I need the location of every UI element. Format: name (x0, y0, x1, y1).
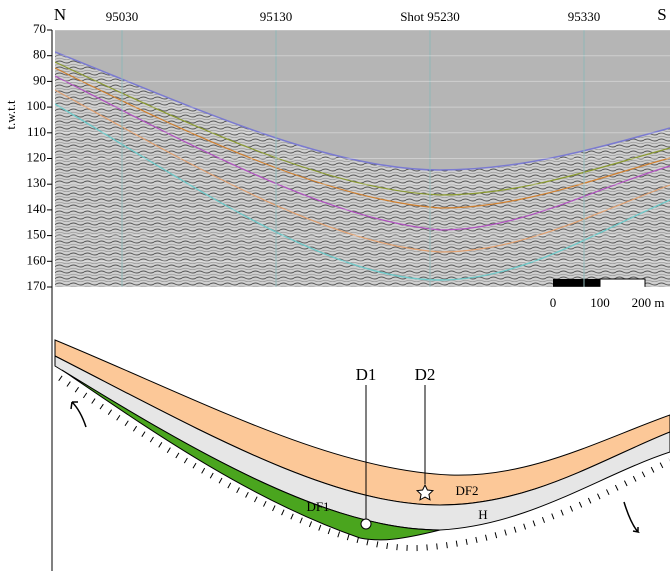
scale-bar (599, 278, 646, 287)
seismic-reflections (55, 52, 670, 287)
horizon (55, 67, 670, 209)
y-tick-label: 100 (27, 98, 47, 113)
unit-label: H (478, 507, 487, 522)
y-tick-label: 150 (27, 227, 47, 242)
y-tick-label: 110 (27, 124, 46, 139)
x-tick-label: Shot 95230 (400, 9, 460, 24)
y-tick-label: 130 (27, 175, 47, 190)
motion-arrow (70, 401, 87, 428)
x-tick-label: 95130 (260, 9, 293, 24)
horizon (55, 75, 670, 231)
well-label: D1 (356, 365, 377, 384)
well-d2-marker (415, 483, 435, 501)
north-label: N (54, 5, 66, 24)
south-label: S (657, 5, 666, 24)
x-tick-label: 95330 (568, 9, 601, 24)
seismic-panel (55, 30, 670, 287)
y-tick-label: 70 (33, 21, 46, 36)
scale-bar (553, 279, 600, 287)
y-tick-label: 90 (33, 72, 46, 87)
scale-label: 0 (550, 295, 557, 310)
scale-label: 200 m (632, 295, 665, 310)
y-tick-label: 80 (33, 47, 46, 62)
seafloor-horizon (55, 51, 670, 171)
horizon (55, 61, 670, 196)
motion-arrow (623, 501, 640, 534)
x-tick-label: 95030 (106, 9, 139, 24)
well-d1-marker (360, 518, 372, 530)
scale-label: 100 (590, 295, 610, 310)
substrate-hatch (58, 375, 670, 552)
y-tick-label: 120 (27, 149, 47, 164)
y-tick-label: 160 (27, 252, 47, 267)
section (54, 339, 670, 552)
well-label: D2 (415, 365, 436, 384)
y-axis-label: t.w.t.t (3, 100, 18, 130)
horizon (55, 89, 670, 253)
y-tick-label: 170 (27, 278, 47, 293)
horizon (55, 103, 670, 281)
y-tick-label: 140 (27, 201, 47, 216)
unit-label: DF2 (455, 483, 478, 498)
unit-label: DF1 (306, 499, 329, 514)
unit-df1 (61, 369, 441, 541)
